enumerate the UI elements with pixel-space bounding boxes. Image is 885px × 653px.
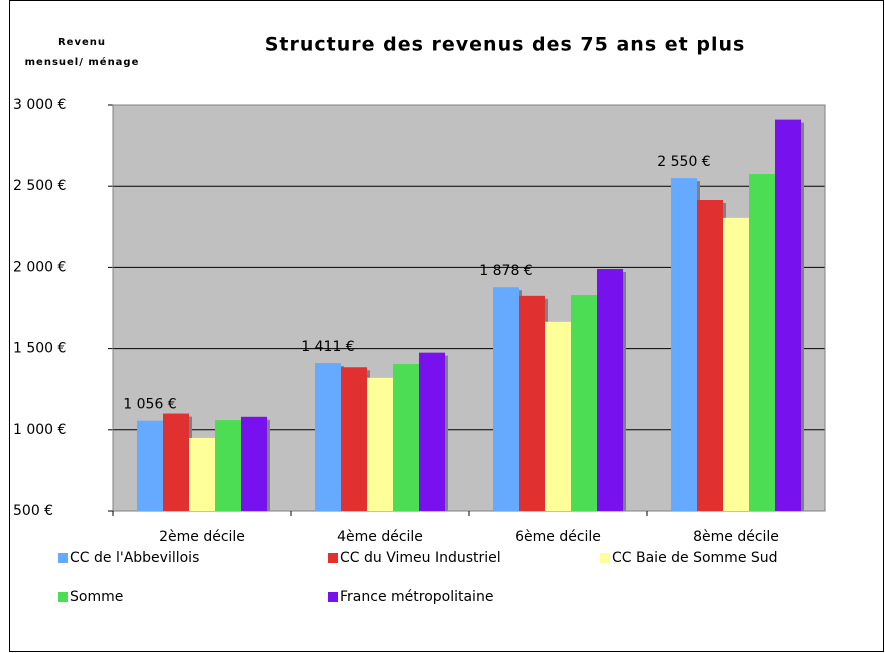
data-label: 1 411 € — [301, 339, 354, 355]
legend-label: France métropolitaine — [340, 589, 493, 605]
bar — [723, 217, 749, 512]
y-axis-label: mensuel/ ménage — [25, 56, 140, 68]
bar — [189, 437, 215, 511]
y-tick-label: 1 000 € — [13, 422, 66, 438]
bar — [315, 363, 341, 511]
bar — [519, 295, 545, 511]
chart-title: Structure des revenus des 75 ans et plus — [265, 34, 746, 56]
x-tick-label: 4ème décile — [337, 529, 423, 545]
y-tick-label: 1 500 € — [13, 341, 66, 357]
bar — [749, 174, 775, 511]
legend-swatch — [58, 553, 68, 563]
legend-swatch — [600, 553, 610, 563]
bar — [215, 420, 241, 511]
legend-label: CC Baie de Somme Sud — [612, 550, 778, 566]
legend-swatch — [58, 592, 68, 602]
y-tick-label: 2 000 € — [13, 259, 66, 275]
data-label: 1 056 € — [123, 397, 176, 413]
y-tick-label: 2 500 € — [13, 178, 66, 194]
bar — [163, 413, 189, 511]
bar — [241, 416, 267, 511]
data-label: 2 550 € — [657, 154, 710, 170]
y-tick-label: 500 € — [13, 503, 53, 519]
bar — [671, 178, 697, 511]
legend-swatch — [328, 553, 338, 563]
bar — [419, 352, 445, 511]
bar — [393, 364, 419, 511]
data-label: 1 878 € — [479, 263, 532, 279]
bar — [697, 200, 723, 511]
bar — [367, 377, 393, 511]
bar — [597, 269, 623, 511]
bar — [341, 367, 367, 511]
bar — [137, 420, 163, 511]
bar — [545, 321, 571, 511]
legend-label: CC de l'Abbevillois — [70, 550, 199, 566]
legend-label: Somme — [70, 589, 123, 605]
x-tick-label: 2ème décile — [159, 529, 245, 545]
x-tick-label: 8ème décile — [693, 529, 779, 545]
y-tick-label: 3 000 € — [13, 97, 66, 113]
legend-swatch — [328, 592, 338, 602]
legend-label: CC du Vimeu Industriel — [340, 550, 501, 566]
y-axis-label: Revenu — [58, 37, 106, 48]
bar — [571, 295, 597, 511]
x-tick-label: 6ème décile — [515, 529, 601, 545]
bar — [775, 119, 801, 511]
bar — [493, 287, 519, 511]
